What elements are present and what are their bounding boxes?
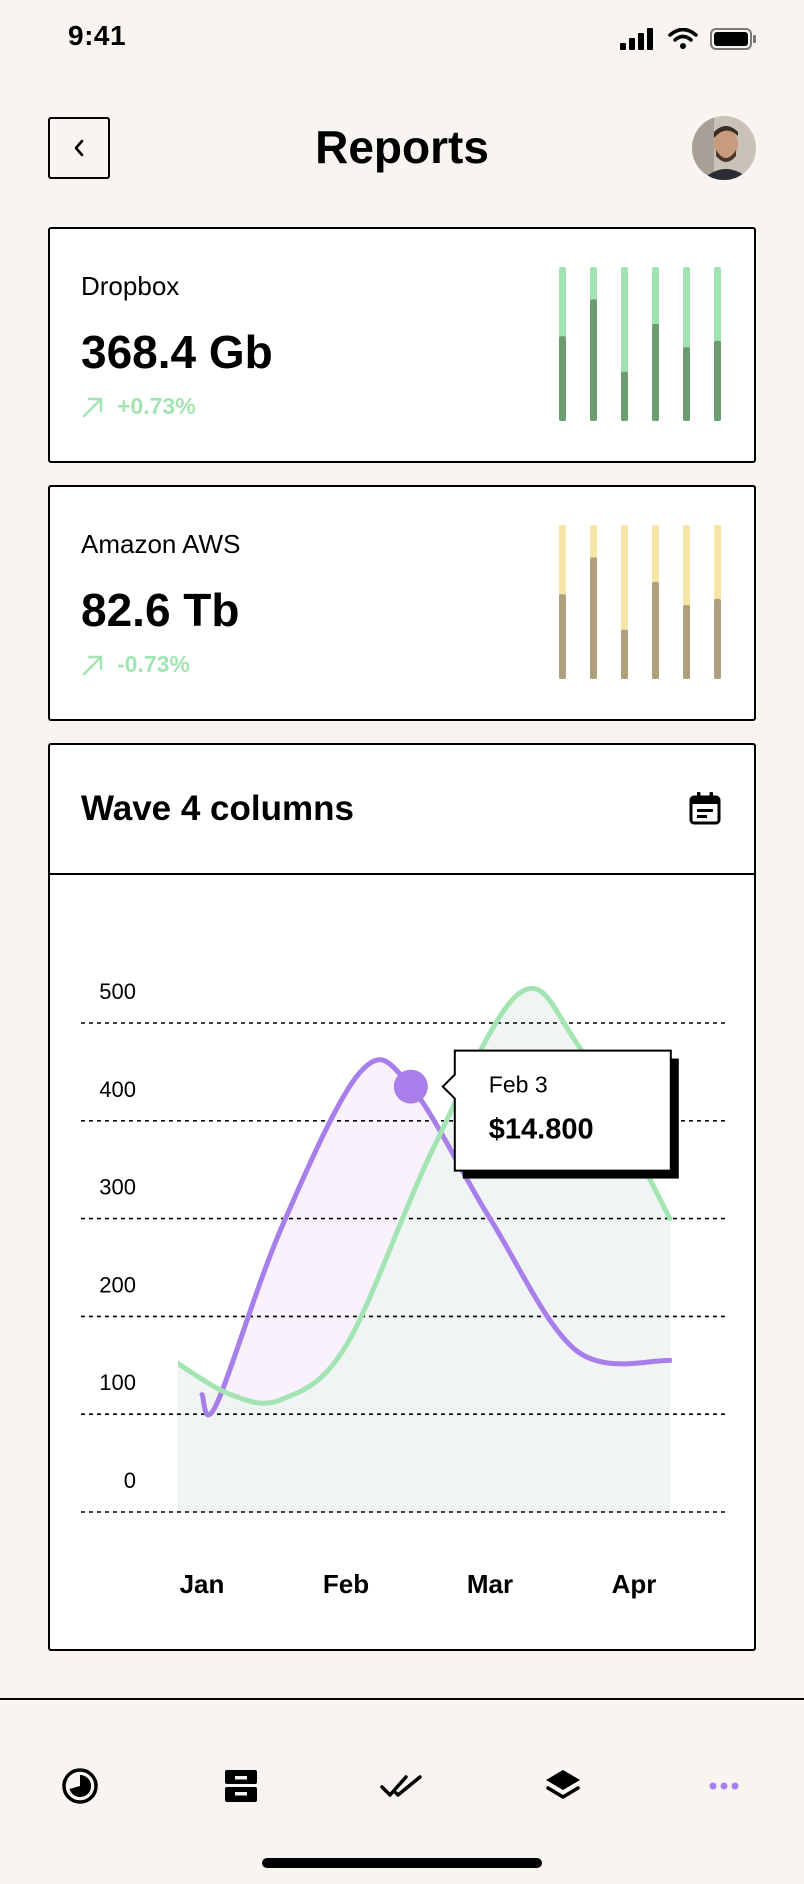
stat-card-dropbox[interactable]: Dropbox 368.4 Gb +0.73%: [48, 227, 756, 463]
x-tick-label: Jan: [180, 1569, 225, 1599]
stat-bars: [559, 525, 721, 679]
x-tick-label: Apr: [612, 1569, 657, 1599]
tooltip-value: $14.800: [489, 1114, 594, 1146]
chart-title: Wave 4 columns: [81, 789, 354, 828]
stat-bar-fill: [559, 594, 566, 679]
signal-icon: [620, 28, 653, 50]
wave-chart: 0 100 200 300 400 500 Jan Feb Mar Apr Feb 3 $14.8…: [81, 979, 725, 1599]
tooltip-label: Feb 3: [489, 1072, 548, 1098]
stat-bar-fill: [621, 629, 628, 679]
stat-name: Amazon AWS: [81, 529, 241, 559]
arrow-up-right-icon: [82, 397, 103, 417]
more-icon: [709, 1782, 739, 1790]
calendar-icon[interactable]: [688, 791, 722, 825]
chart-card: Wave 4 columns 0 100 200 300 400 500 Jan Feb Mar…: [48, 743, 756, 1651]
stat-value: 82.6 Tb: [81, 584, 240, 636]
nav-item-inbox[interactable]: [213, 1758, 269, 1814]
stat-bar-fill: [652, 581, 659, 679]
avatar[interactable]: [692, 116, 756, 180]
inbox-icon: [225, 1770, 257, 1802]
stat-change: -0.73%: [81, 651, 190, 678]
stat-bar-fill: [714, 340, 721, 421]
stat-change-value: -0.73%: [117, 651, 190, 677]
stat-bar-fill: [590, 557, 597, 679]
stat-change-value: +0.73%: [117, 393, 196, 419]
page-title: Reports: [315, 121, 489, 173]
status-time: 9:41: [68, 20, 127, 51]
home-indicator: [262, 1858, 542, 1868]
nav-item-more[interactable]: [696, 1758, 752, 1814]
chart-pie-icon: [62, 1768, 98, 1804]
series-line: [178, 985, 672, 1406]
nav-item-tasks[interactable]: [374, 1758, 430, 1814]
back-button[interactable]: [48, 117, 110, 179]
stat-card-aws[interactable]: Amazon AWS 82.6 Tb -0.73%: [48, 485, 756, 721]
x-tick-label: Feb: [323, 1569, 369, 1599]
nav-item-reports[interactable]: [52, 1758, 108, 1814]
series-line: [199, 1057, 672, 1418]
stat-bar-fill: [621, 371, 628, 421]
stat-bar-fill: [590, 299, 597, 421]
y-tick-label: 200: [99, 1272, 136, 1297]
y-tick-label: 0: [124, 1468, 136, 1493]
status-bar: 9:41: [0, 0, 804, 80]
x-tick-label: Mar: [467, 1569, 513, 1599]
stat-value: 368.4 Gb: [81, 326, 273, 378]
y-tick-label: 400: [99, 1077, 136, 1102]
stat-bar-fill: [714, 598, 721, 679]
chart-header: Wave 4 columns: [50, 745, 754, 875]
stat-bars: [559, 267, 721, 421]
nav-item-layers[interactable]: [535, 1758, 591, 1814]
layers-icon: [546, 1770, 580, 1799]
y-tick-label: 100: [99, 1370, 136, 1395]
stat-bar-fill: [652, 323, 659, 421]
chevron-left-icon: [74, 139, 84, 157]
header: Reports: [0, 110, 804, 190]
check-double-icon: [380, 1775, 422, 1797]
wifi-icon: [668, 28, 698, 49]
chart-tooltip: Feb 3 $14.800: [441, 1049, 679, 1179]
bottom-nav: [0, 1698, 804, 1884]
y-tick-label: 300: [99, 1175, 136, 1200]
stat-name: Dropbox: [81, 271, 180, 301]
y-tick-label: 500: [99, 979, 136, 1004]
stat-bar-fill: [683, 347, 690, 421]
stat-bar-fill: [683, 605, 690, 679]
status-icons: [620, 28, 756, 50]
battery-icon: [710, 28, 756, 50]
stat-change: +0.73%: [81, 393, 196, 420]
highlight-point[interactable]: [393, 1069, 428, 1104]
arrow-up-right-icon: [82, 655, 103, 675]
stat-bar-fill: [559, 336, 566, 421]
